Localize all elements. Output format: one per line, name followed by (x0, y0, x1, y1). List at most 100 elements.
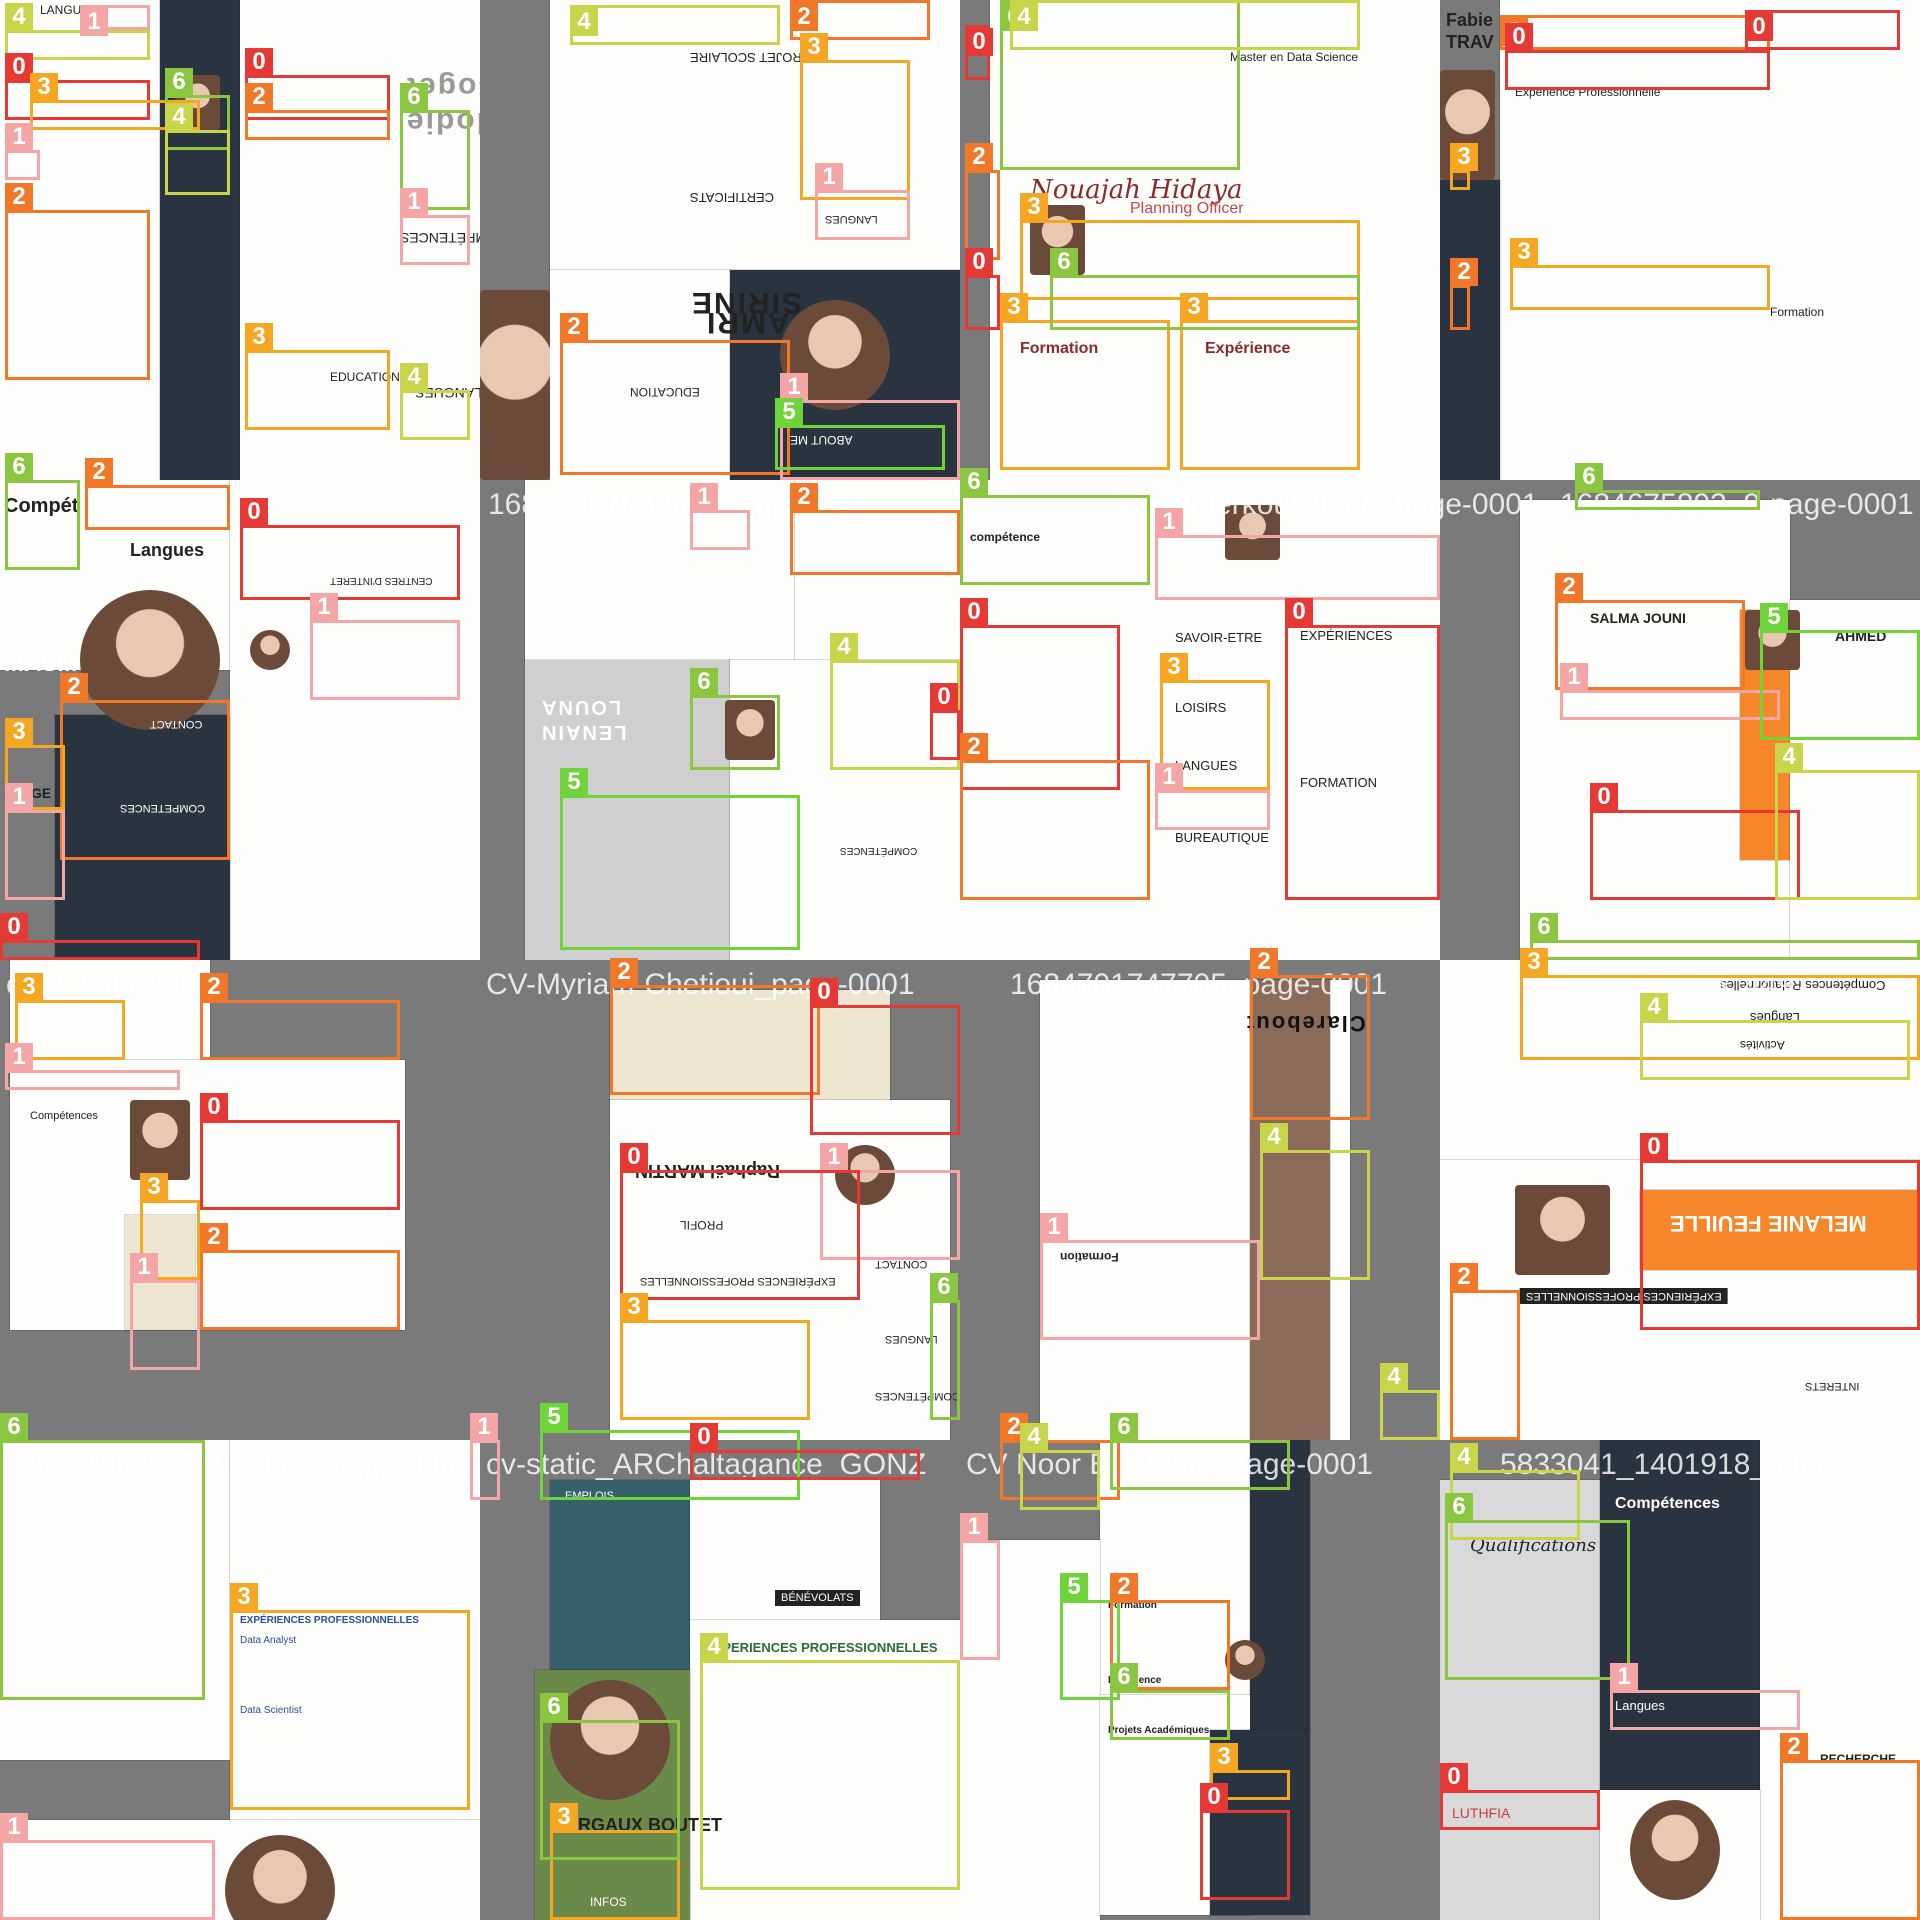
annotation-box: 3 (30, 73, 200, 130)
annotation-box: 6 (1575, 463, 1760, 510)
cv-text: Formation (1020, 340, 1099, 357)
annotation-label: 1 (1155, 508, 1183, 536)
cv-text: Formation (1108, 1600, 1157, 1611)
cv-text: EXPÉRIENCES (1300, 628, 1393, 643)
annotation-box: 2 (1500, 15, 1770, 50)
cv-text: TRAV (1446, 32, 1494, 52)
annotation-label: 3 (1520, 948, 1548, 976)
tile-10: Clarebout Formation (960, 960, 1440, 1440)
annotation-box: 0 (200, 1093, 400, 1210)
annotation-box: 2 (200, 1223, 400, 1330)
annotation-box: 1 (1040, 1213, 1260, 1340)
filename-label: 1684675893_9-page-0001 (1560, 488, 1914, 521)
annotation-label: 2 (245, 83, 273, 111)
cv-text: BÉNÉVOLATS (775, 1590, 860, 1606)
annotation-box: 2 (1780, 1733, 1920, 1920)
annotation-box: 4 (1020, 1423, 1100, 1510)
annotation-box: 1 (130, 1253, 200, 1370)
annotation-label: 6 (930, 1273, 958, 1301)
annotation-label: 4 (700, 1633, 728, 1661)
annotation-label: 1 (1560, 663, 1588, 691)
annotation-box: 5 (560, 768, 800, 950)
annotation-box: 1 (5, 783, 65, 900)
annotation-box: 6 (165, 68, 230, 150)
cv-page (525, 660, 730, 960)
annotation-label: 6 (400, 83, 428, 111)
annotation-box: 3 (620, 1293, 810, 1420)
cv-page (1440, 1480, 1600, 1920)
photo (80, 590, 220, 730)
annotation-label: 0 (930, 683, 958, 711)
annotation-label: 6 (0, 1413, 28, 1441)
cv-text: EXPÉRIENCES PROFESSIONNELLES (240, 1615, 419, 1626)
cv-text: LUTHFIA (1452, 1805, 1511, 1821)
cv-text: Compétences (30, 1110, 98, 1122)
cv-page (525, 480, 795, 660)
cv-text: EDUCATION (330, 370, 400, 384)
annotation-box: 6 (0, 1413, 205, 1700)
filename-label: cv-static_ARChaltagance_GONZ (486, 1448, 927, 1481)
annotation-box: 2 (960, 733, 1150, 900)
annotation-box: 4 (570, 5, 780, 45)
annotation-box: 2 (245, 83, 390, 140)
photo (1225, 505, 1280, 560)
cv-page (1790, 600, 1920, 960)
annotation-label: 1 (780, 373, 808, 401)
annotation-label: 0 (0, 913, 28, 941)
annotation-label: 3 (1020, 193, 1048, 221)
annotation-box: 2 (1450, 258, 1478, 330)
photo (1225, 1640, 1265, 1680)
annotation-label: 3 (1210, 1743, 1238, 1771)
annotation-label: 0 (200, 1093, 228, 1121)
photo (225, 1835, 335, 1920)
annotation-label: 1 (1610, 1663, 1638, 1691)
annotation-box: 1 (80, 5, 150, 36)
annotation-label: 0 (5, 53, 33, 81)
annotation-box: 4 (1775, 743, 1920, 900)
annotation-box: 5 (540, 1403, 800, 1500)
photo (550, 1680, 670, 1800)
annotation-box: 4 (1380, 1363, 1440, 1440)
annotation-box: 2 (200, 973, 400, 1060)
cv-text: BUREAUTIQUE (1175, 830, 1269, 845)
filename-label: CV Noor El Houda_page-0001 (966, 1448, 1373, 1481)
annotation-label: 1 (1040, 1213, 1068, 1241)
annotation-label: 4 (1450, 1443, 1478, 1471)
annotation-label: 0 (965, 28, 993, 56)
cv-page (230, 1440, 480, 1820)
annotation-label: 2 (85, 458, 113, 486)
annotation-label: 4 (165, 103, 193, 131)
annotation-box: 2 (790, 0, 930, 40)
annotation-box: 3 (15, 973, 125, 1060)
cv-page-dark (1600, 1440, 1760, 1790)
annotation-box: 0 (620, 1143, 860, 1300)
annotation-label: 3 (1450, 143, 1478, 171)
filename-label: Bouqmerkous imad_page-0001 (1120, 488, 1539, 521)
annotation-label: 4 (400, 363, 428, 391)
annotation-box: 3 (1450, 143, 1478, 190)
annotation-box: 5 (1760, 603, 1920, 740)
annotation-box: 1 (5, 123, 40, 180)
annotation-box: 1 (5, 1043, 180, 1090)
cv-page (690, 1620, 960, 1920)
annotation-box: 2 (790, 483, 960, 575)
cv-text: Master en Data Science (1230, 50, 1359, 64)
annotation-label: 2 (790, 483, 818, 511)
annotation-label: 4 (1260, 1123, 1288, 1151)
annotation-box: 3 (230, 1583, 470, 1810)
annotation-label: 0 (690, 1423, 718, 1451)
cv-text: Qualifications (1470, 1535, 1597, 1556)
cv-page (550, 0, 960, 270)
annotation-box: 5 (775, 398, 945, 470)
annotation-label: 4 (1640, 993, 1668, 1021)
annotation-box: 2 (85, 458, 230, 530)
annotation-label: 0 (1745, 13, 1773, 41)
annotation-box: 2 (1555, 573, 1745, 690)
annotation-label: 2 (965, 143, 993, 171)
annotation-label: 2 (1555, 573, 1583, 601)
annotation-box: 4 (1640, 993, 1910, 1080)
annotation-label: 5 (540, 1403, 568, 1431)
annotation-label: 0 (1505, 23, 1533, 51)
annotation-box: 6 (1445, 1493, 1630, 1680)
annotation-box: 6 (960, 468, 1150, 585)
